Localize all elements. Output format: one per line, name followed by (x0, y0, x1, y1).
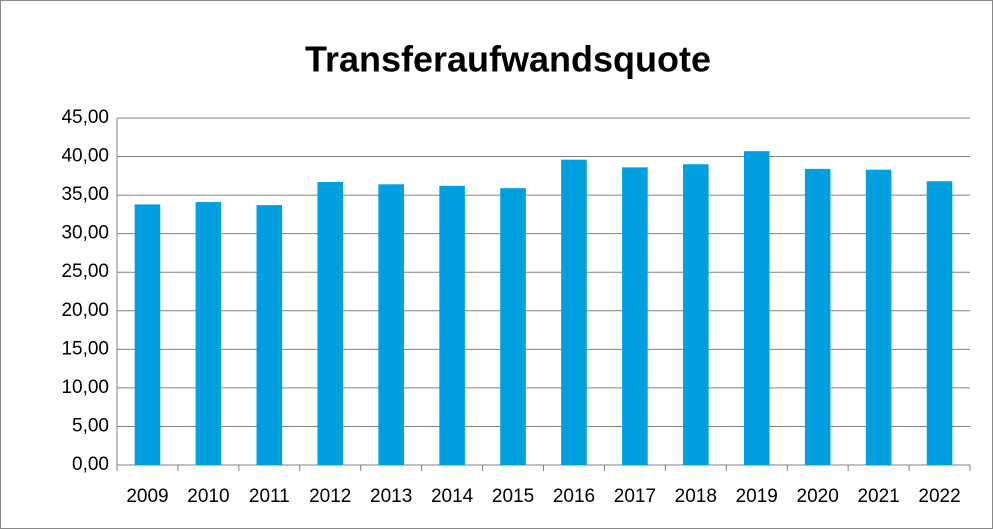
y-tick-label: 35,00 (61, 184, 109, 205)
bar (439, 185, 465, 465)
y-tick-label: 0,00 (72, 454, 109, 475)
bar (317, 182, 344, 465)
x-tick-label: 2013 (370, 486, 412, 507)
bar (500, 188, 526, 465)
y-tick-label: 40,00 (61, 146, 109, 167)
y-tick-label: 30,00 (61, 223, 109, 244)
y-tick-label: 45,00 (61, 107, 109, 128)
bar (134, 204, 161, 465)
x-tick-label: 2014 (431, 486, 474, 507)
bar (804, 168, 831, 466)
bar (561, 159, 587, 465)
x-tick-label: 2010 (187, 486, 229, 507)
y-tick-label: 15,00 (61, 338, 109, 359)
bar (195, 202, 222, 465)
x-tick-label: 2018 (675, 486, 717, 507)
x-tick-label: 2011 (249, 486, 290, 507)
x-tick-label: 2015 (492, 486, 534, 507)
x-tick-label: 2017 (614, 486, 656, 507)
bar (865, 169, 892, 466)
x-tick-label: 2022 (918, 486, 960, 507)
bar (926, 181, 953, 465)
bar (622, 167, 648, 465)
x-tick-label: 2009 (126, 486, 168, 507)
x-tick-label: 2021 (857, 486, 899, 507)
chart-title: Transferaufwandsquote (305, 39, 711, 80)
x-tick-label: 2012 (309, 486, 351, 507)
bar (743, 151, 770, 465)
bar (256, 205, 283, 465)
y-tick-label: 10,00 (61, 377, 109, 398)
y-tick-label: 20,00 (61, 300, 109, 321)
x-tick-label: 2020 (797, 486, 839, 507)
bar (683, 164, 709, 465)
x-tick-label: 2016 (553, 486, 595, 507)
y-tick-label: 5,00 (72, 415, 109, 436)
bar (378, 184, 404, 465)
y-tick-label: 25,00 (61, 261, 109, 282)
x-tick-label: 2019 (736, 486, 778, 507)
